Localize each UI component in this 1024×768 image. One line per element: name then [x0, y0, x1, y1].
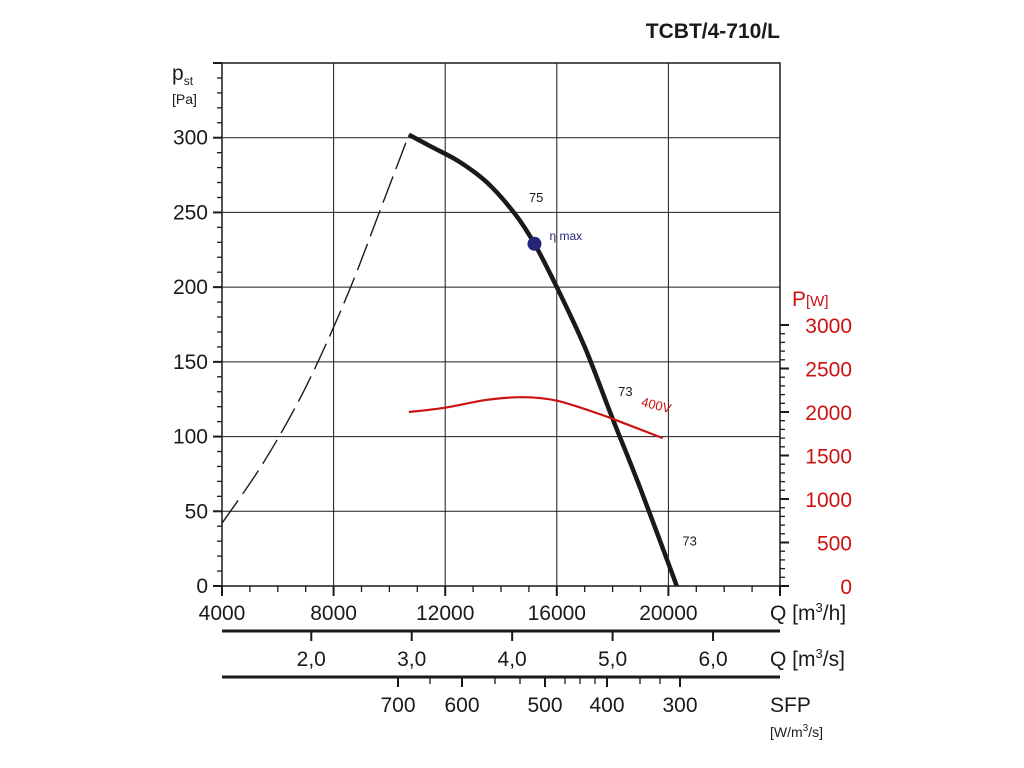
y-right-ticks: 0 500 1000 1500 2000 2500 3000 — [780, 315, 852, 599]
x2-tick-label: 2,0 — [297, 648, 326, 671]
y-left-tick-label: 300 — [173, 127, 208, 150]
x2-tick-label: 4,0 — [498, 648, 527, 671]
y-left-ticks: 0 50 100 150 200 250 300 — [173, 62, 222, 598]
annotation-73-low: 73 — [682, 534, 696, 549]
y-left-tick-label: 250 — [173, 201, 208, 224]
x3-tick-label: 600 — [444, 694, 479, 717]
y-right-tick-label: 1500 — [805, 446, 852, 469]
x3-tick-label: 300 — [662, 694, 697, 717]
series-pressure-curve — [407, 132, 679, 587]
y-right-tick-label: 3000 — [805, 315, 852, 338]
y-right-tick-label: 0 — [840, 576, 852, 599]
series-power-400v — [408, 396, 664, 440]
eta-max-point — [527, 236, 542, 251]
y-left-unit: [Pa] — [172, 91, 197, 107]
series-unstable-dashed — [221, 134, 410, 524]
x-axis-m3s-label: Q [m3/s] — [770, 646, 845, 671]
annotation-400v: 400V — [640, 394, 673, 416]
y-left-tick-label: 0 — [196, 575, 208, 598]
y-left-tick-label: 100 — [173, 426, 208, 449]
gridlines — [222, 63, 780, 586]
x-axis-m3s-ticks: 2,0 3,0 4,0 5,0 6,0 — [297, 631, 728, 671]
x-tick-label: 20000 — [639, 602, 697, 625]
y-right-tick-label: 1000 — [805, 489, 852, 512]
x3-tick-label: 500 — [527, 694, 562, 717]
x-tick-label: 4000 — [199, 602, 246, 625]
y-right-tick-label: 2000 — [805, 402, 852, 425]
x-tick-label: 12000 — [416, 602, 474, 625]
x-tick-label: 8000 — [310, 602, 357, 625]
annotation-75: 75 — [529, 190, 543, 205]
y-left-tick-label: 50 — [185, 500, 208, 523]
y-right-tick-label: 500 — [817, 533, 852, 556]
x-tick-label: 16000 — [528, 602, 586, 625]
y-left-tick-label: 200 — [173, 276, 208, 299]
x-axis-m3h-label: Q [m3/h] — [770, 600, 846, 625]
y-left-symbol: pst — [172, 62, 194, 88]
x-axis-sfp-unit: [W/m3/s] — [770, 723, 823, 740]
chart-title: TCBT/4-710/L — [646, 20, 780, 43]
x3-tick-label: 700 — [380, 694, 415, 717]
x-axis-sfp-label: SFP — [770, 694, 811, 717]
plot-area — [221, 62, 781, 587]
eta-max-label: η max — [549, 229, 582, 243]
y-left-tick-label: 150 — [173, 351, 208, 374]
x-axis-m3h-ticks: 4000 8000 12000 16000 20000 — [199, 586, 781, 625]
y-right-tick-label: 2500 — [805, 359, 852, 382]
x2-tick-label: 3,0 — [397, 648, 426, 671]
x2-tick-label: 5,0 — [598, 648, 627, 671]
x2-tick-label: 6,0 — [698, 648, 727, 671]
x-axis-sfp-ticks: 700 600 500 400 300 — [380, 677, 698, 717]
annotation-73-mid: 73 — [618, 384, 632, 399]
x3-tick-label: 400 — [589, 694, 624, 717]
y-right-label: P[W] — [792, 288, 829, 311]
